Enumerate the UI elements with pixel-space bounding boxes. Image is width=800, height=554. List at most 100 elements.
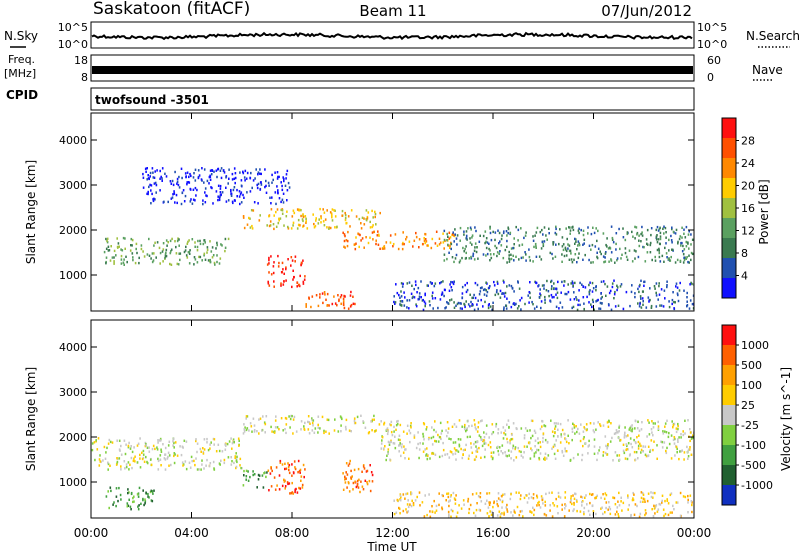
echo-cell bbox=[294, 260, 296, 263]
echo-cell bbox=[571, 430, 574, 433]
echo-cell bbox=[500, 431, 503, 434]
echo-cell bbox=[551, 296, 554, 299]
echo-cell bbox=[398, 507, 401, 510]
echo-cell bbox=[292, 278, 294, 281]
echo-cell bbox=[287, 462, 289, 465]
echo-cell bbox=[118, 439, 121, 442]
echo-cell bbox=[526, 501, 529, 504]
echo-cell bbox=[665, 231, 667, 234]
echo-cell bbox=[272, 265, 275, 268]
echo-cell bbox=[265, 179, 267, 183]
colorbar-swatch bbox=[722, 465, 736, 485]
echo-cell bbox=[209, 443, 211, 446]
echo-cell bbox=[188, 461, 191, 464]
echo-cell bbox=[679, 235, 682, 238]
echo-cell bbox=[447, 302, 449, 305]
echo-cell bbox=[473, 419, 476, 422]
echo-cell bbox=[618, 227, 620, 231]
echo-cell bbox=[245, 478, 247, 481]
echo-cell bbox=[174, 170, 176, 174]
echo-cell bbox=[265, 415, 268, 418]
echo-cell bbox=[521, 509, 523, 513]
echo-cell bbox=[540, 300, 543, 303]
echo-cell bbox=[291, 474, 293, 477]
echo-cell bbox=[181, 191, 184, 195]
echo-cell bbox=[164, 458, 167, 461]
echo-cell bbox=[622, 449, 625, 452]
echo-cell bbox=[657, 238, 660, 241]
echo-cell bbox=[453, 240, 455, 243]
echo-cell bbox=[429, 281, 432, 284]
station-title: Saskatoon (fitACF) bbox=[93, 0, 250, 19]
echo-cell bbox=[617, 515, 620, 518]
echo-cell bbox=[227, 237, 230, 241]
echo-cell bbox=[280, 284, 282, 287]
echo-cell bbox=[578, 227, 580, 230]
echo-cell bbox=[491, 432, 493, 436]
echo-cell bbox=[684, 256, 686, 259]
echo-cell bbox=[401, 285, 404, 288]
echo-cell bbox=[378, 423, 381, 426]
echo-cell bbox=[465, 256, 467, 260]
echo-cell bbox=[689, 299, 692, 302]
echo-cell bbox=[172, 440, 174, 443]
echo-cell bbox=[583, 302, 585, 305]
echo-cell bbox=[180, 167, 183, 170]
echo-cell bbox=[406, 511, 408, 514]
echo-cell bbox=[658, 293, 661, 296]
echo-cell bbox=[676, 447, 678, 451]
echo-cell bbox=[506, 261, 508, 264]
echo-cell bbox=[613, 496, 616, 500]
echo-cell bbox=[461, 285, 464, 289]
echo-cell bbox=[171, 179, 174, 183]
echo-cell bbox=[460, 507, 463, 510]
echo-cell bbox=[145, 170, 147, 173]
echo-cell bbox=[298, 469, 301, 473]
echo-cell bbox=[630, 425, 632, 428]
echo-cell bbox=[459, 226, 462, 230]
echo-cell bbox=[304, 421, 306, 425]
echo-cell bbox=[402, 430, 405, 433]
echo-cell bbox=[569, 459, 572, 462]
echo-cell bbox=[450, 515, 452, 518]
echo-cell bbox=[506, 239, 508, 243]
echo-cell bbox=[212, 202, 214, 205]
echo-cell bbox=[637, 457, 639, 460]
echo-cell bbox=[154, 447, 156, 451]
echo-cell bbox=[227, 199, 230, 202]
echo-cell bbox=[160, 464, 162, 467]
echo-cell bbox=[295, 430, 298, 433]
echo-cell bbox=[457, 450, 460, 453]
echo-cell bbox=[234, 181, 236, 185]
echo-cell bbox=[467, 227, 469, 230]
echo-cell bbox=[489, 305, 492, 308]
echo-cell bbox=[408, 299, 411, 302]
echo-cell bbox=[532, 239, 535, 242]
echo-cell bbox=[291, 481, 293, 485]
echo-cell bbox=[531, 434, 534, 438]
echo-cell bbox=[457, 438, 460, 441]
echo-cell bbox=[618, 426, 620, 429]
echo-cell bbox=[663, 514, 665, 518]
echo-cell bbox=[657, 508, 660, 511]
echo-cell bbox=[340, 294, 343, 297]
echo-region bbox=[443, 225, 694, 264]
echo-cell bbox=[192, 176, 195, 179]
echo-cell bbox=[231, 447, 233, 450]
echo-cell bbox=[447, 492, 450, 495]
echo-cell bbox=[510, 493, 512, 496]
echo-cell bbox=[318, 218, 320, 221]
echo-cell bbox=[283, 280, 285, 283]
echo-cell bbox=[446, 257, 448, 261]
echo-cell bbox=[512, 444, 515, 447]
echo-cell bbox=[94, 458, 96, 462]
echo-cell bbox=[276, 185, 278, 188]
echo-region bbox=[342, 230, 456, 251]
echo-region bbox=[393, 491, 693, 518]
echo-cell bbox=[205, 194, 207, 197]
echo-cell bbox=[599, 423, 601, 426]
echo-cell bbox=[552, 502, 554, 505]
echo-cell bbox=[485, 246, 488, 250]
echo-cell bbox=[544, 500, 546, 504]
